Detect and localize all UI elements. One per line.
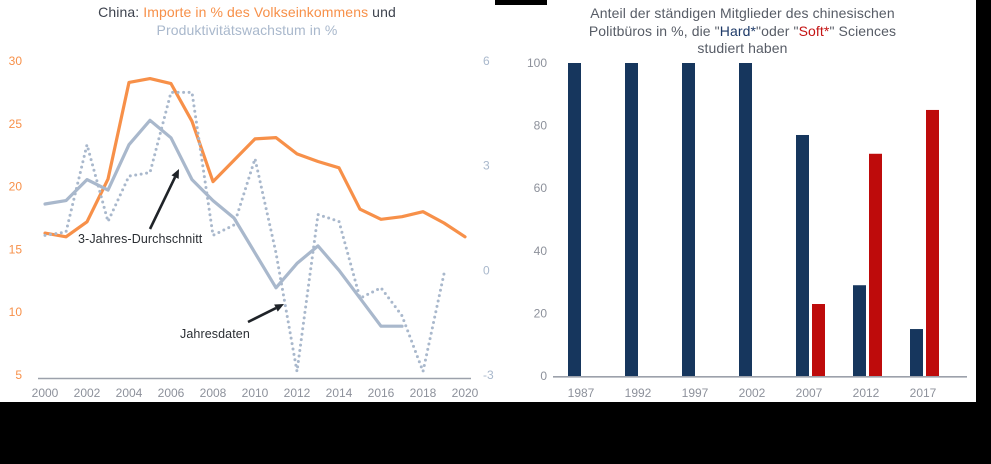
hard-sciences-bar-2017: [910, 329, 923, 376]
left-axis-tick: 20: [9, 180, 23, 194]
soft-sciences-bar-2012: [869, 153, 882, 376]
soft-sciences-bar-2007: [812, 304, 825, 376]
bar-y-axis-tick: 80: [534, 119, 548, 133]
title-segment: Soft*: [798, 22, 830, 39]
hard-sciences-bar-2007: [796, 134, 809, 376]
title-segment: " Sciences: [829, 22, 897, 39]
x-axis-tick: 2006: [158, 386, 185, 400]
hard-sciences-bar-1997: [682, 63, 695, 376]
right-chart-title-line1: Anteil der ständigen Mitglieder des chin…: [500, 5, 985, 23]
durchschnitt-arrow-head: [171, 169, 179, 179]
bar-x-axis-tick: 2012: [853, 386, 880, 400]
bar-x-axis-tick: 2002: [739, 386, 766, 400]
bar-x-axis-tick: 1992: [625, 386, 652, 400]
x-axis-tick: 2020: [452, 386, 479, 400]
right-chart-title-line2: Politbüros in %, die "Hard*"oder "Soft*"…: [500, 23, 985, 41]
title-segment: Importe in % des Volkseinkommens: [143, 4, 369, 20]
x-axis-tick: 2012: [284, 386, 311, 400]
durchschnitt-line: [43, 118, 404, 328]
right-chart-title-line3: studiert haben: [500, 40, 985, 58]
soft-sciences-bar-2017: [926, 109, 939, 376]
left-chart-title: China: Importe in % des Volkseinkommens …: [0, 4, 494, 39]
bar-x-axis-tick: 1987: [568, 386, 595, 400]
hard-sciences-bar-1992: [625, 63, 638, 376]
x-axis-tick: 2002: [74, 386, 101, 400]
bottom-black-bar: [0, 402, 991, 464]
x-axis-tick: 2014: [326, 386, 353, 400]
left-chart-title-line2: Produktivitätswachstum in %: [0, 22, 494, 40]
importe-line: [43, 76, 467, 239]
title-segment: "oder ": [756, 22, 799, 39]
left-axis-tick: 5: [15, 368, 22, 382]
x-axis-tick: 2004: [116, 386, 143, 400]
right-black-bar: [976, 0, 991, 464]
left-axis-tick: 30: [9, 54, 23, 68]
title-segment: China:: [98, 4, 144, 20]
right-axis-tick: -3: [483, 368, 494, 382]
x-axis-tick: 2016: [368, 386, 395, 400]
jahresdaten-arrow: [247, 306, 277, 324]
title-segment: Produktivitätswachstum in %: [156, 21, 338, 38]
left-axis-tick: 25: [9, 117, 23, 131]
jahresdaten-arrow-head: [274, 304, 284, 312]
right-axis-tick: 6: [483, 54, 490, 68]
top-black-notch: [495, 0, 547, 5]
right-chart-title: Anteil der ständigen Mitglieder des chin…: [500, 5, 985, 58]
jahresdaten-line: [43, 90, 446, 373]
annotation-jahresdaten: Jahresdaten: [180, 327, 250, 341]
title-segment: und: [368, 4, 396, 20]
title-segment: Anteil der ständigen Mitglieder des chin…: [590, 5, 895, 21]
bar-x-axis-tick: 1997: [682, 386, 709, 400]
bar-y-axis-tick: 0: [540, 369, 547, 383]
bar-x-axis-tick: 2017: [910, 386, 937, 400]
bar-x-axis-tick: 2007: [796, 386, 823, 400]
annotation-3-jahres-durchschnitt: 3-Jahres-Durchschnitt: [78, 232, 203, 246]
title-segment: Politbüros in %, die ": [588, 22, 720, 39]
x-axis-tick: 2010: [242, 386, 269, 400]
bar-y-axis-tick: 20: [534, 306, 548, 320]
title-segment: Hard*: [719, 22, 757, 39]
title-segment: studiert haben: [697, 40, 788, 56]
right-axis-tick: 3: [483, 159, 490, 173]
bar-y-axis-tick: 100: [527, 56, 547, 70]
left-chart-title-line1: China: Importe in % des Volkseinkommens …: [0, 4, 494, 22]
bar-y-axis-tick: 60: [534, 181, 548, 195]
hard-sciences-bar-1987: [568, 63, 581, 376]
bar-y-axis-tick: 40: [534, 244, 548, 258]
x-axis-tick: 2018: [410, 386, 437, 400]
durchschnitt-arrow: [148, 176, 177, 230]
hard-sciences-bar-2002: [739, 63, 752, 376]
x-axis-tick: 2008: [200, 386, 227, 400]
left-axis-tick: 10: [9, 305, 23, 319]
right-axis-tick: 0: [483, 263, 490, 277]
left-axis-tick: 15: [9, 242, 23, 256]
hard-sciences-bar-2012: [853, 285, 866, 376]
x-axis-tick: 2000: [32, 386, 59, 400]
